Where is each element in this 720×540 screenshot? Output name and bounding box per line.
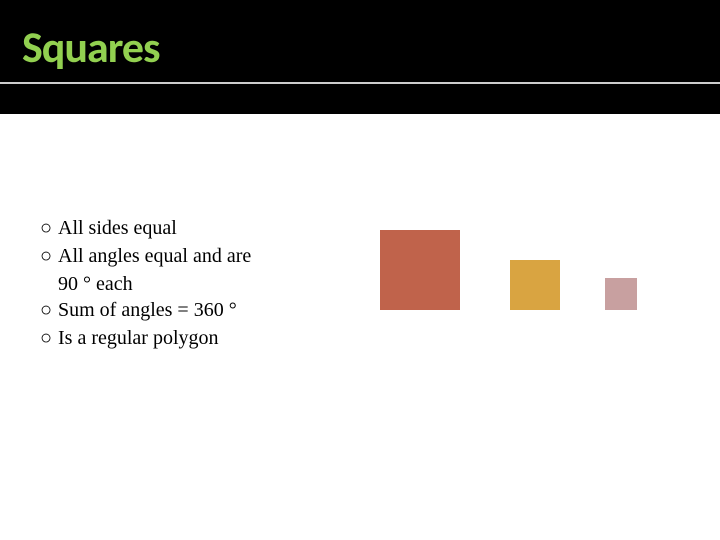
list-item: ○ All sides equal bbox=[40, 215, 350, 241]
bullet-icon: ○ bbox=[40, 243, 58, 269]
bullet-text: All sides equal bbox=[58, 215, 350, 241]
bullet-list: ○ All sides equal ○ All angles equal and… bbox=[40, 215, 350, 353]
bullet-icon: ○ bbox=[40, 215, 58, 241]
slide: Squares ○ All sides equal ○ All angles e… bbox=[0, 0, 720, 540]
slide-title: Squares bbox=[22, 20, 160, 74]
bullet-icon: ○ bbox=[40, 297, 58, 323]
square-large bbox=[380, 230, 460, 310]
square-medium bbox=[510, 260, 560, 310]
bullet-text: All angles equal and are bbox=[58, 243, 350, 269]
list-item: ○ All angles equal and are bbox=[40, 243, 350, 269]
title-underline bbox=[0, 82, 720, 84]
bullet-text: Is a regular polygon bbox=[58, 325, 350, 351]
square-small bbox=[605, 278, 637, 310]
bullet-icon: ○ bbox=[40, 325, 58, 351]
list-item: ○ Sum of angles = 360 ° bbox=[40, 297, 350, 323]
bullet-text: Sum of angles = 360 ° bbox=[58, 297, 350, 323]
list-item: ○ Is a regular polygon bbox=[40, 325, 350, 351]
squares-illustration bbox=[380, 225, 700, 345]
bullet-continuation: 90 ° each bbox=[40, 271, 350, 297]
